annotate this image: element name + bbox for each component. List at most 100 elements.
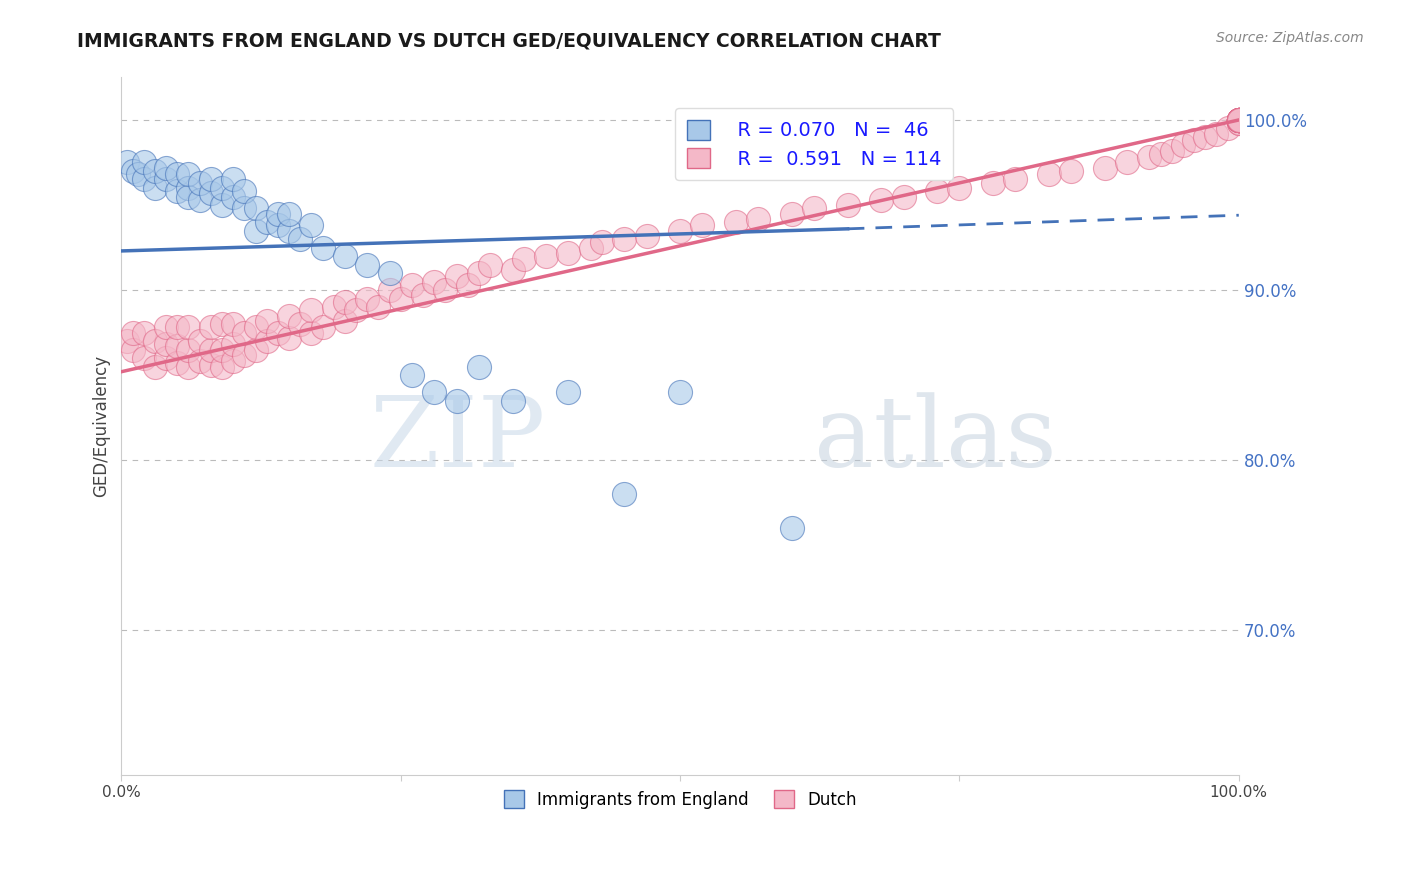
Point — [613, 487, 636, 501]
Point — [256, 313, 278, 327]
Point — [837, 198, 859, 212]
Point — [512, 252, 534, 267]
Point — [132, 155, 155, 169]
Point — [1227, 112, 1250, 127]
Point — [222, 337, 245, 351]
Point — [278, 206, 301, 220]
Point — [278, 309, 301, 323]
Point — [177, 189, 200, 203]
Point — [333, 249, 356, 263]
Point — [1116, 155, 1139, 169]
Point — [1227, 112, 1250, 127]
Point — [1038, 168, 1060, 182]
Point — [423, 275, 446, 289]
Point — [1216, 121, 1239, 136]
Point — [166, 356, 188, 370]
Point — [1205, 127, 1227, 141]
Point — [233, 348, 256, 362]
Point — [948, 181, 970, 195]
Point — [211, 359, 233, 374]
Point — [1227, 112, 1250, 127]
Point — [166, 168, 188, 182]
Point — [143, 334, 166, 348]
Point — [579, 241, 602, 255]
Point — [1227, 112, 1250, 127]
Point — [557, 385, 579, 400]
Point — [468, 359, 491, 374]
Point — [177, 343, 200, 357]
Point — [290, 317, 312, 331]
Point — [669, 385, 692, 400]
Point — [344, 303, 367, 318]
Point — [143, 164, 166, 178]
Point — [1137, 150, 1160, 164]
Point — [267, 206, 290, 220]
Point — [222, 317, 245, 331]
Point — [211, 198, 233, 212]
Point — [222, 354, 245, 368]
Point — [803, 202, 825, 216]
Point — [401, 368, 423, 383]
Point — [127, 168, 149, 182]
Point — [121, 326, 143, 340]
Point — [200, 320, 222, 334]
Point — [177, 181, 200, 195]
Point — [1227, 112, 1250, 127]
Point — [1149, 147, 1171, 161]
Point — [1227, 116, 1250, 130]
Point — [534, 249, 557, 263]
Point — [299, 326, 322, 340]
Point — [1194, 130, 1216, 145]
Point — [121, 343, 143, 357]
Point — [981, 176, 1004, 190]
Point — [200, 343, 222, 357]
Point — [155, 172, 177, 186]
Point — [188, 334, 211, 348]
Point — [893, 189, 915, 203]
Point — [299, 303, 322, 318]
Point — [188, 176, 211, 190]
Point — [479, 258, 502, 272]
Legend: Immigrants from England, Dutch: Immigrants from England, Dutch — [498, 784, 863, 815]
Text: ZIP: ZIP — [370, 392, 546, 488]
Point — [211, 181, 233, 195]
Point — [502, 393, 524, 408]
Point — [155, 161, 177, 175]
Point — [1094, 161, 1116, 175]
Point — [591, 235, 613, 250]
Point — [636, 228, 658, 243]
Point — [311, 241, 333, 255]
Point — [267, 326, 290, 340]
Point — [177, 320, 200, 334]
Point — [780, 521, 803, 535]
Point — [423, 385, 446, 400]
Point — [780, 206, 803, 220]
Point — [166, 339, 188, 353]
Point — [222, 189, 245, 203]
Point — [1227, 112, 1250, 127]
Point — [446, 269, 468, 284]
Point — [1227, 116, 1250, 130]
Point — [1227, 112, 1250, 127]
Point — [245, 223, 267, 237]
Point — [166, 320, 188, 334]
Point — [1227, 112, 1250, 127]
Text: atlas: atlas — [814, 392, 1057, 488]
Point — [1227, 112, 1250, 127]
Point — [1227, 112, 1250, 127]
Point — [669, 223, 692, 237]
Point — [1227, 112, 1250, 127]
Point — [870, 193, 893, 207]
Point — [401, 277, 423, 292]
Point — [132, 326, 155, 340]
Point — [233, 326, 256, 340]
Point — [1227, 112, 1250, 127]
Point — [747, 211, 769, 226]
Point — [245, 343, 267, 357]
Point — [446, 393, 468, 408]
Point — [1227, 112, 1250, 127]
Point — [245, 202, 267, 216]
Point — [233, 185, 256, 199]
Point — [256, 215, 278, 229]
Point — [1227, 112, 1250, 127]
